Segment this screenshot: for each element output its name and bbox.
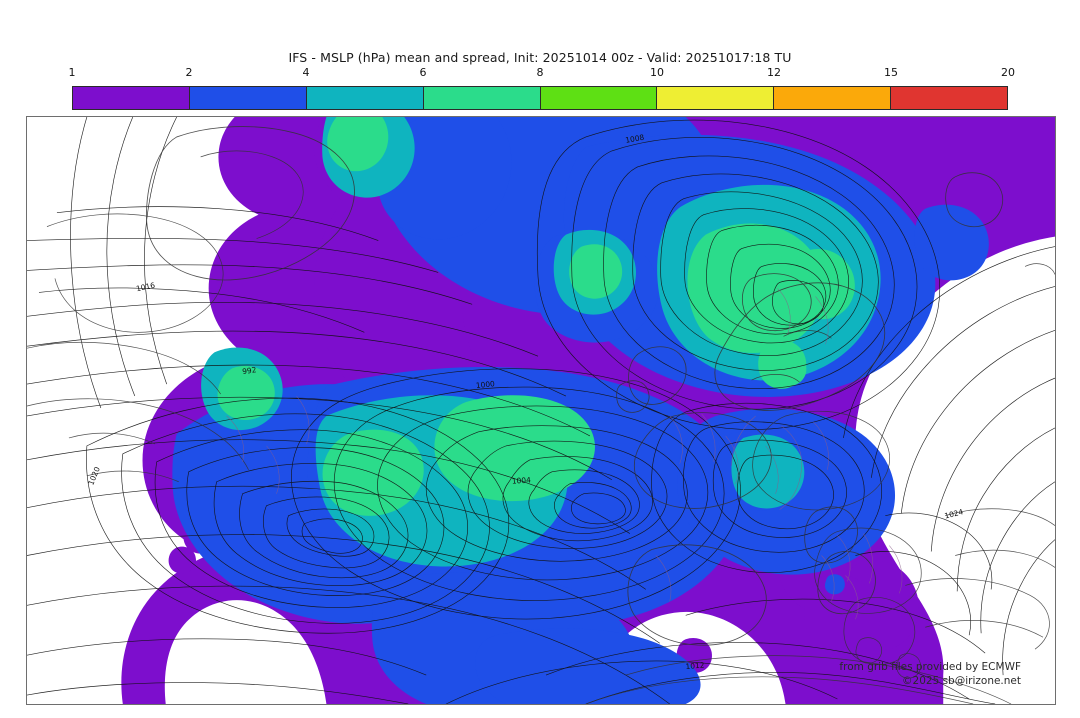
colorbar-tick-20: 20 (1001, 66, 1015, 79)
isobar-label: 1012 (685, 660, 705, 671)
colorbar-tick-12: 12 (767, 66, 781, 79)
colorbar-band-5 (540, 87, 658, 109)
isobar-label: 1016 (135, 281, 156, 294)
colorbar-tick-1: 1 (68, 66, 76, 79)
spread-region-blue-south (475, 628, 701, 704)
spread-region-purple-greece (804, 574, 881, 656)
spread-region-green-scand-s (771, 352, 807, 387)
spread-region-blue-east-edge (914, 204, 989, 281)
colorbar-tick-labels: 1 2 4 6 8 10 12 15 20 (68, 66, 1016, 82)
isobar-contour-layer (27, 117, 1055, 704)
colorbar-bands (72, 86, 1008, 110)
isobar-label-layer: 1016 992 1000 1004 1008 1024 1020 1012 (86, 133, 964, 671)
spread-region-green-top (327, 117, 389, 172)
isobar-label: 992 (242, 365, 257, 376)
colorbar-tick-4: 4 (302, 66, 310, 79)
colorbar-band-4 (423, 87, 541, 109)
isobar-label: 1008 (625, 133, 646, 145)
spread-region-teal-balt (744, 439, 798, 495)
colorbar-tick-8: 8 (536, 66, 544, 79)
spread-region-blue-balkan-dot (824, 574, 845, 595)
isobar-label: 1020 (86, 465, 102, 486)
colorbar-band-2 (189, 87, 307, 109)
isobar-label: 1000 (475, 379, 495, 390)
spread-region-purple-dot-c (168, 546, 197, 574)
colorbar-band-6 (657, 87, 775, 109)
colorbar: 1 2 4 6 8 10 12 15 20 (68, 66, 1016, 110)
colorbar-tick-6: 6 (419, 66, 427, 79)
isobar-label: 1024 (944, 507, 965, 520)
spread-region-green-scot (569, 244, 623, 299)
map-plot-area[interactable]: 1016 992 1000 1004 1008 1024 1020 1012 f… (26, 116, 1056, 705)
spread-shading-layer (121, 117, 1055, 704)
colorbar-tick-2: 2 (185, 66, 193, 79)
colorbar-tick-10: 10 (650, 66, 664, 79)
colorbar-band-8 (891, 87, 1007, 109)
spread-region-green-mid (434, 395, 595, 502)
colorbar-band-7 (774, 87, 892, 109)
colorbar-tick-15: 15 (884, 66, 898, 79)
weather-map: 1016 992 1000 1004 1008 1024 1020 1012 (27, 117, 1055, 704)
page-title: IFS - MSLP (hPa) mean and spread, Init: … (288, 50, 792, 65)
isobar-label: 1004 (512, 475, 532, 485)
colorbar-band-1 (73, 87, 190, 109)
country-border-layer (226, 288, 903, 620)
spread-region-green-lowc (217, 365, 275, 420)
coastline-layer (27, 126, 1055, 704)
spread-region-green-iceland (687, 223, 824, 354)
colorbar-band-3 (306, 87, 424, 109)
